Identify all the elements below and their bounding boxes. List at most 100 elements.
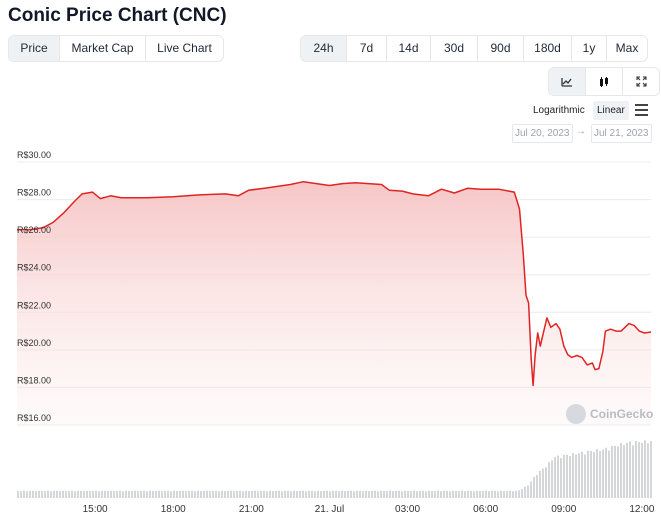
volume-bar: [35, 491, 37, 498]
volume-bar: [539, 470, 541, 498]
volume-bar: [77, 490, 79, 498]
range-30d[interactable]: 30d: [431, 36, 478, 61]
watermark-text: CoinGecko: [590, 407, 654, 421]
x-tick-label: 18:00: [161, 504, 186, 515]
volume-bar: [401, 491, 403, 498]
volume-bar: [335, 490, 337, 498]
range-7d[interactable]: 7d: [347, 36, 387, 61]
volume-bar: [449, 491, 451, 498]
volume-bar: [431, 491, 433, 498]
line-chart-button[interactable]: [549, 68, 586, 95]
volume-bar: [152, 490, 154, 498]
volume-bar: [638, 441, 640, 498]
volume-bar: [542, 468, 544, 498]
volume-bar: [563, 454, 565, 498]
volume-bar: [362, 491, 364, 498]
range-90d[interactable]: 90d: [478, 36, 524, 61]
volume-bar: [74, 491, 76, 498]
volume-bar: [323, 491, 325, 498]
x-tick-label: 03:00: [395, 504, 420, 515]
volume-bar: [602, 449, 604, 498]
volume-bar: [596, 449, 598, 498]
volume-bar: [125, 490, 127, 498]
chart-tools: [548, 67, 660, 96]
volume-bar: [239, 490, 241, 498]
volume-bar: [590, 450, 592, 498]
y-tick-label: R$30.00: [17, 150, 51, 160]
volume-bar: [263, 490, 265, 498]
volume-bar: [545, 467, 547, 498]
date-range-arrow: →: [576, 126, 586, 137]
y-tick-label: R$18.00: [17, 375, 51, 385]
range-1y[interactable]: 1y: [572, 36, 607, 61]
tab-market-cap[interactable]: Market Cap: [60, 36, 146, 61]
page-title: Conic Price Chart (CNC): [8, 5, 227, 26]
volume-bar: [155, 491, 157, 498]
y-tick-label: R$26.00: [17, 225, 51, 235]
volume-bar: [476, 490, 478, 498]
range-14d[interactable]: 14d: [387, 36, 431, 61]
date-to-input[interactable]: Jul 21, 2023: [591, 124, 652, 143]
volume-bar: [533, 477, 535, 498]
y-tick-label: R$22.00: [17, 300, 51, 310]
volume-bar: [158, 490, 160, 498]
volume-bar: [575, 454, 577, 498]
volume-bar: [392, 491, 394, 498]
volume-bar: [356, 490, 358, 498]
volume-bar: [269, 490, 271, 498]
volume-bar: [509, 490, 511, 498]
volume-bar: [227, 491, 229, 498]
scale-logarithmic[interactable]: Logarithmic: [533, 105, 585, 116]
volume-bar: [203, 491, 205, 498]
volume-bar: [515, 490, 517, 498]
volume-bar: [473, 491, 475, 498]
volume-bar: [248, 491, 250, 498]
volume-bar: [302, 490, 304, 498]
volume-bar: [164, 490, 166, 498]
volume-bar: [53, 490, 55, 498]
tab-live-chart[interactable]: Live Chart: [157, 41, 212, 55]
volume-bar: [359, 490, 361, 498]
volume-bar: [413, 490, 415, 498]
volume-bar: [341, 490, 343, 498]
menu-icon[interactable]: [635, 104, 648, 116]
volume-bar: [212, 490, 214, 498]
volume-bar: [191, 490, 193, 498]
volume-bar: [467, 490, 469, 498]
volume-bar: [44, 491, 46, 498]
range-180d[interactable]: 180d: [524, 36, 572, 61]
volume-bar: [23, 490, 25, 498]
volume-bar: [428, 490, 430, 498]
volume-bar: [26, 491, 28, 498]
volume-bar: [629, 441, 631, 498]
volume-bar: [257, 491, 259, 498]
volume-bar: [296, 491, 298, 498]
volume-bar: [182, 490, 184, 498]
scale-linear[interactable]: Linear: [593, 101, 629, 120]
volume-bar: [368, 491, 370, 498]
volume-bar: [626, 442, 628, 498]
volume-bar: [350, 490, 352, 498]
volume-bar: [143, 490, 145, 498]
volume-bar: [101, 490, 103, 498]
volume-bar: [266, 491, 268, 498]
candlestick-icon: [600, 76, 608, 87]
volume-bar: [560, 458, 562, 498]
date-from-input[interactable]: Jul 20, 2023: [512, 124, 573, 143]
volume-bar: [512, 491, 514, 498]
range-max[interactable]: Max: [615, 41, 639, 55]
volume-bar: [104, 490, 106, 498]
volume-bar: [608, 450, 610, 498]
x-tick-label: 09:00: [551, 504, 576, 515]
fullscreen-button[interactable]: [623, 68, 659, 95]
volume-bar: [407, 490, 409, 498]
volume-bar: [173, 490, 175, 498]
volume-bar: [95, 490, 97, 498]
volume-bar: [347, 490, 349, 498]
candlestick-button[interactable]: [586, 68, 623, 95]
volume-bar: [386, 491, 388, 498]
tab-price[interactable]: Price: [9, 36, 60, 61]
range-24h[interactable]: 24h: [301, 36, 347, 61]
price-line: [17, 180, 652, 387]
